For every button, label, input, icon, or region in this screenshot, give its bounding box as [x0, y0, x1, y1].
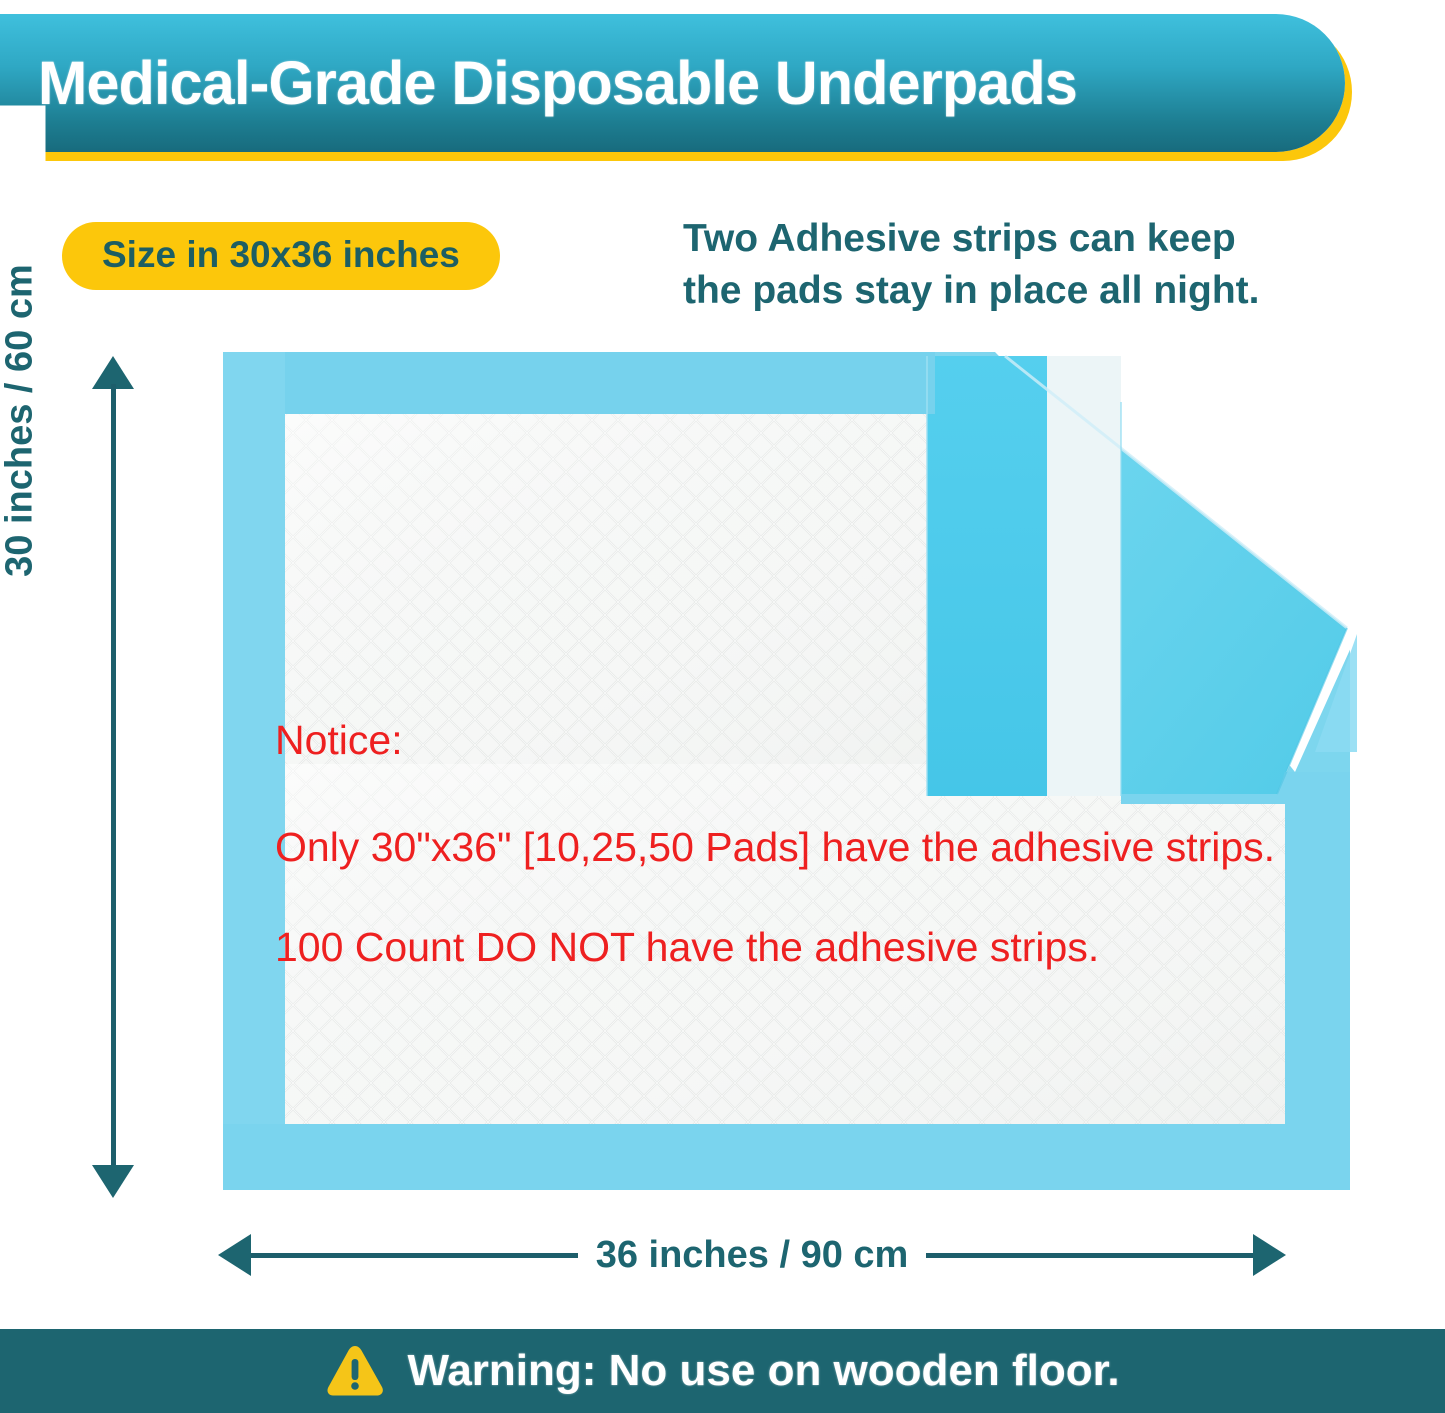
arrow-right-icon — [1253, 1234, 1287, 1276]
pad-folded-corner — [1005, 356, 1347, 794]
adhesive-liner-strip — [1047, 356, 1121, 796]
warning-bar: Warning: No use on wooden floor. — [0, 1329, 1445, 1413]
vertical-dimension-arrow — [92, 356, 134, 1198]
arrow-down-icon — [92, 1165, 134, 1198]
warning-triangle-icon — [327, 1346, 384, 1396]
vertical-arrow-shaft — [111, 384, 116, 1170]
header-banner: Medical-Grade Disposable Underpads — [0, 14, 1345, 152]
adhesive-note-line-1: Two Adhesive strips can keep — [683, 217, 1236, 260]
arrow-up-icon — [92, 356, 134, 389]
underpad-product-image — [215, 342, 1358, 1200]
adhesive-note: Two Adhesive strips can keep the pads st… — [683, 213, 1363, 317]
underpad-illustration — [223, 352, 1357, 1190]
adhesive-strip-band-1 — [927, 356, 1047, 796]
warning-text: Warning: No use on wooden floor. — [407, 1346, 1120, 1395]
page-title: Medical-Grade Disposable Underpads — [38, 49, 1078, 117]
horizontal-arrow-shaft-left — [251, 1252, 578, 1258]
horizontal-dimension-arrow: 36 inches / 90 cm — [218, 1233, 1287, 1277]
adhesive-note-line-2: the pads stay in place all night. — [683, 268, 1260, 312]
size-badge: Size in 30x36 inches — [62, 222, 500, 290]
horizontal-arrow-shaft-right — [926, 1252, 1254, 1258]
horizontal-dimension-label: 36 inches / 90 cm — [595, 1233, 909, 1276]
arrow-left-icon — [218, 1234, 251, 1276]
vertical-dimension-label: 30 inches / 60 cm — [0, 105, 46, 736]
